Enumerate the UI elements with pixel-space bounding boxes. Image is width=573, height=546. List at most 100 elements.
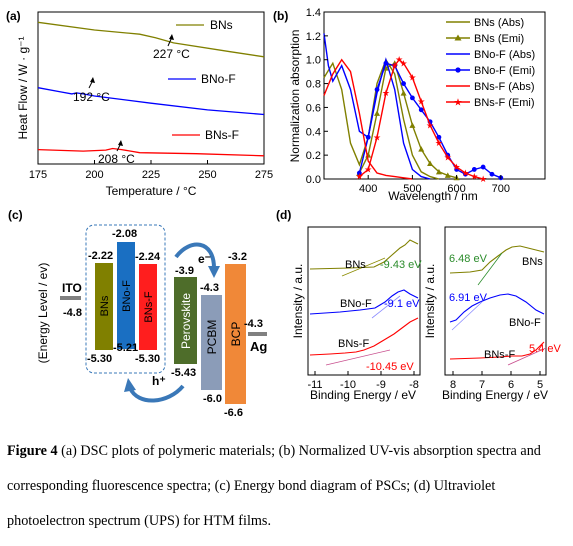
b-xtick-label: 500 xyxy=(403,183,421,195)
panel-d-label: (d) xyxy=(276,208,291,222)
hole-label: h⁺ xyxy=(152,374,166,388)
ups-right-bnsf-curve xyxy=(449,341,545,360)
spectrum-marker: ★ xyxy=(364,164,372,174)
panel-a: (a) 175 200 225 250 275 Temperature / °C Hea… xyxy=(6,9,273,198)
b-ytick-label: 1.0 xyxy=(306,55,321,67)
ups-right-bnsf-name: BNs-F xyxy=(484,349,515,361)
pcbm-bottom: -6.0 xyxy=(203,393,222,405)
a-xtick-label: 250 xyxy=(198,169,216,181)
spectrum-marker: ★ xyxy=(461,168,469,178)
spectrum-marker: ★ xyxy=(400,58,408,68)
b-ytick-label: 0.6 xyxy=(306,102,321,114)
spectrum-marker: ★ xyxy=(479,174,487,184)
d-left-xtick-label: -8 xyxy=(409,379,419,391)
panel-b-label: (b) xyxy=(273,9,288,23)
ag-value: -4.3 xyxy=(244,318,263,330)
panel-c-label: (c) xyxy=(8,208,23,222)
pcbm-block xyxy=(201,295,222,390)
spectrum-marker: ★ xyxy=(373,132,381,142)
panel-b-xlabel: Wavelength / nm xyxy=(388,189,478,203)
b-ytick-label: 0.0 xyxy=(306,174,321,186)
d-left-xtick-label: -10 xyxy=(340,379,356,391)
ups-left-bnsf-value: -10.45 eV xyxy=(366,361,414,373)
bns-block-label: BNs xyxy=(99,295,111,316)
panel-c-ylabel: (Energy Level / ev) xyxy=(36,263,50,364)
spectrum-5 xyxy=(358,58,484,180)
panel-a-series xyxy=(37,21,265,157)
panel-d-right-ticks: 8 7 6 5 xyxy=(450,371,543,391)
ups-left-bns-value: -9.43 eV xyxy=(380,259,422,271)
panel-d-left-frame xyxy=(307,226,421,376)
b-ytick-label: 0.4 xyxy=(306,126,321,138)
ups-right-bnof-value: 6.91 eV xyxy=(449,292,488,304)
htm-box xyxy=(85,224,166,374)
a-xtick-label: 175 xyxy=(29,169,47,181)
bns-bottom: -5.30 xyxy=(87,353,112,365)
b-xtick-label: 700 xyxy=(492,183,510,195)
pcbm-block-label: PCBM xyxy=(205,320,219,355)
legend-bnsf: BNs-F xyxy=(205,128,239,142)
perovskite-top: -3.9 xyxy=(175,265,194,277)
b-legend-marker: ★ xyxy=(454,98,463,109)
ups-left-bnof-value: -9.1 eV xyxy=(384,298,420,310)
spectrum-marker xyxy=(409,122,416,128)
perovskite-block xyxy=(174,277,197,364)
ups-left-bnof-curve xyxy=(309,289,419,315)
b-ytick-label: 1.4 xyxy=(306,7,321,19)
annotation-arrowhead-208 xyxy=(118,140,123,146)
ito-bar xyxy=(60,296,81,300)
caption-text: (a) DSC plots of polymeric materials; (b… xyxy=(7,443,541,529)
ups-right-bnof-fit xyxy=(451,301,483,331)
bcp-block xyxy=(225,264,246,404)
spectrum-marker xyxy=(400,90,407,96)
bnsf-block-label: BNs-F xyxy=(143,291,155,322)
ups-right-bnsf-fit xyxy=(507,347,547,366)
caption-label: Figure 4 xyxy=(7,443,58,459)
legend-bnof: BNo-F xyxy=(201,72,236,86)
bns-top: -2.22 xyxy=(88,250,113,262)
spectrum-marker: ★ xyxy=(453,162,461,172)
bnsf-bottom: -5.30 xyxy=(135,353,160,365)
panel-d-right-ylabel: Intensity / a.u. xyxy=(423,264,437,339)
spectrum-marker xyxy=(435,168,442,175)
annotation-208: 208 °C xyxy=(98,152,135,166)
annotation-arrowhead-227 xyxy=(169,34,174,40)
spectrum-marker: ★ xyxy=(470,172,478,182)
ito-label: ITO xyxy=(62,281,82,295)
spectrum-0 xyxy=(323,58,440,180)
d-right-xtick-label: 6 xyxy=(508,379,514,391)
spectrum-marker xyxy=(471,167,477,172)
ag-label: Ag xyxy=(250,339,267,354)
bnof-bottom: -5.21 xyxy=(113,342,138,354)
figure-caption: Figure 4 (a) DSC plots of polymeric mate… xyxy=(7,434,567,539)
panel-d: (d) BNs -9.43 eV BNo-F -9.1 eV BNs-F -10… xyxy=(276,208,561,402)
b-xtick-label: 600 xyxy=(447,183,465,195)
bns-block xyxy=(95,263,113,350)
b-legend-marker xyxy=(454,34,462,41)
spectrum-marker: ★ xyxy=(391,61,399,71)
panel-d-left-ticks: -11 -10 -9 -8 xyxy=(307,371,419,391)
spectrum-marker xyxy=(418,107,424,113)
spectrum-marker: ★ xyxy=(408,73,416,83)
perovskite-block-label: Perovskite xyxy=(179,293,193,349)
spectrum-marker xyxy=(374,87,380,92)
panel-b-series: ★★★★★★★★★★★★★★ ★ ★ xyxy=(323,33,504,184)
legend-bns: BNs xyxy=(210,18,233,32)
ups-left-bnsf-fit xyxy=(325,349,391,366)
spectrum-marker: ★ xyxy=(382,88,390,98)
panel-b: (b) ★★★★★★★★★★★★★★ ★ ★ 400 500 600 7000.00.20… xyxy=(273,7,546,203)
hole-arrowhead xyxy=(124,378,136,392)
spectrum-marker: ★ xyxy=(435,138,443,148)
d-left-xtick-label: -11 xyxy=(307,379,322,391)
ups-left-bnsf-name: BNs-F xyxy=(338,338,369,350)
spectrum-marker xyxy=(444,172,451,178)
ups-right-bnof-curve xyxy=(449,293,545,323)
ups-right-bns-curve xyxy=(449,245,545,274)
hole-arrow xyxy=(128,384,185,403)
b-legend-label: BNo-F (Abs) xyxy=(474,49,535,61)
panel-d-right-xlabel: Binding Energy / eV xyxy=(442,388,548,402)
panel-b-ticks: 400 500 600 700 0.0 0.2 0.4 0.6 0.8 1.0 1.2 1.4 xyxy=(306,7,510,195)
spectrum-marker xyxy=(427,160,434,166)
spectrum-marker xyxy=(436,134,442,140)
panel-d-left-xlabel: Binding Energy / eV xyxy=(310,388,416,402)
